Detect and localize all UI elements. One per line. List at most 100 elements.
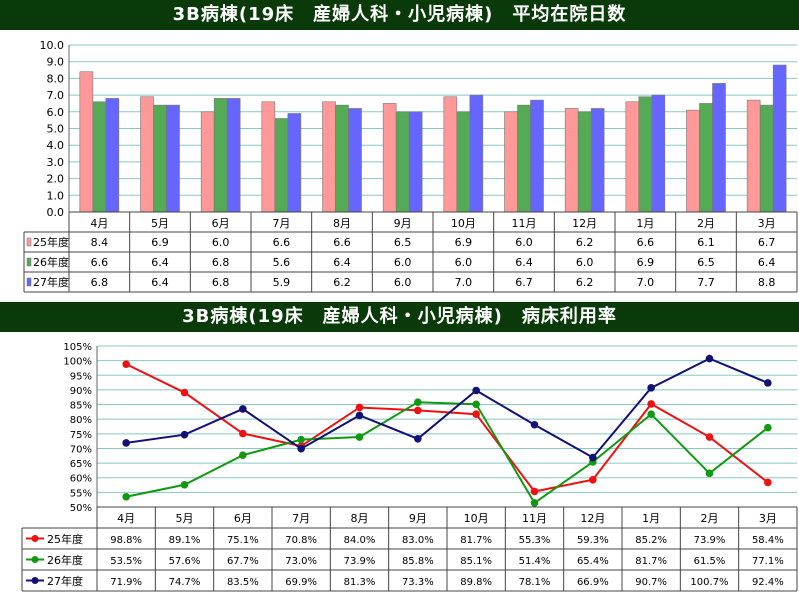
- data-label: 6.9: [637, 256, 655, 269]
- data-label: 7.0: [637, 276, 655, 289]
- data-label: 5.6: [273, 256, 291, 269]
- data-label: 6.4: [151, 276, 169, 289]
- x-tick-label: 8月: [351, 512, 369, 525]
- data-label: 66.9%: [577, 577, 609, 588]
- data-label: 65.4%: [577, 556, 609, 567]
- x-tick-label: 7月: [292, 512, 310, 525]
- data-label: 6.1: [697, 236, 715, 249]
- legend-entry: 26年度: [33, 255, 69, 269]
- data-label: 6.5: [394, 236, 412, 249]
- y-tick-label: 65%: [70, 459, 92, 470]
- bar: [590, 108, 605, 213]
- x-tick-label: 1月: [636, 217, 654, 230]
- x-tick-label: 6月: [212, 217, 230, 230]
- bar: [79, 71, 94, 213]
- data-label: 100.7%: [690, 577, 728, 588]
- data-label: 57.6%: [169, 556, 201, 567]
- y-tick-label: 85%: [70, 401, 92, 412]
- bar: [261, 101, 276, 213]
- data-label: 98.8%: [110, 535, 142, 546]
- x-tick-label: 4月: [117, 512, 135, 525]
- data-label: 6.8: [212, 276, 230, 289]
- data-point: [414, 398, 422, 407]
- data-label: 8.4: [91, 236, 109, 249]
- bar: [530, 99, 544, 213]
- data-label: 6.8: [212, 256, 230, 269]
- data-label: 6.7: [758, 236, 776, 249]
- data-point: [764, 423, 772, 432]
- y-tick-label: 70%: [70, 444, 92, 455]
- bar: [746, 99, 761, 213]
- y-tick-label: 100%: [63, 357, 92, 368]
- bar: [443, 96, 458, 213]
- x-tick-label: 9月: [409, 512, 427, 525]
- data-label: 6.0: [212, 236, 230, 249]
- data-label: 6.5: [697, 256, 715, 269]
- data-label: 70.8%: [285, 535, 317, 546]
- bar: [638, 96, 653, 213]
- data-label: 6.6: [91, 256, 109, 269]
- data-point: [355, 411, 364, 420]
- y-tick-label: 7.0: [47, 89, 65, 102]
- bar: [140, 96, 154, 213]
- legend-entry: 25年度: [33, 235, 69, 249]
- average-stay-chart: 0.0 1.0 2.0 3.0 4.0 5.0 6.0 7.0 8.0 9.0 10.0 4月 5月 6月…: [23, 39, 798, 293]
- y-tick-label: 90%: [70, 386, 92, 397]
- y-tick-label: 6.0: [47, 106, 65, 119]
- y-tick-label: 2.0: [47, 173, 65, 186]
- data-label: 6.2: [576, 276, 594, 289]
- data-point: [705, 469, 714, 478]
- bar: [213, 98, 228, 213]
- data-point: [530, 499, 539, 507]
- x-tick-label: 3月: [758, 217, 776, 230]
- x-tick-label: 5月: [151, 217, 169, 230]
- data-point: [764, 379, 772, 387]
- data-point: [472, 410, 480, 419]
- data-label: 85.8%: [402, 556, 434, 567]
- bar: [699, 103, 713, 213]
- bar: [153, 104, 167, 213]
- data-point: [239, 429, 247, 438]
- data-label: 83.0%: [402, 535, 434, 546]
- legend-marker: [31, 556, 39, 563]
- series-line: [125, 401, 769, 505]
- y-tick-label: 9.0: [47, 56, 65, 69]
- x-tick-label: 4月: [90, 217, 108, 230]
- series-line: [126, 357, 769, 459]
- x-tick-label: 9月: [394, 217, 412, 230]
- data-point: [355, 433, 364, 441]
- bar: [564, 108, 579, 213]
- bar: [686, 109, 700, 213]
- y-tick-label: 60%: [70, 474, 92, 485]
- x-tick-label: 11月: [512, 217, 537, 230]
- data-label: 75.1%: [227, 535, 259, 546]
- x-tick-label: 7月: [272, 217, 290, 230]
- data-point: [122, 360, 130, 368]
- data-label: 6.7: [515, 276, 533, 289]
- data-label: 89.1%: [169, 535, 201, 546]
- bar: [625, 101, 640, 213]
- legend-swatch: [26, 237, 32, 247]
- data-label: 6.0: [515, 236, 533, 249]
- data-label: 90.7%: [635, 577, 667, 588]
- data-label: 7.7: [697, 276, 715, 289]
- y-tick-label: 50%: [70, 503, 92, 514]
- data-point: [297, 444, 305, 453]
- data-point: [414, 406, 422, 415]
- bar: [335, 104, 349, 213]
- bar: [577, 111, 592, 213]
- x-tick-label: 2月: [697, 217, 715, 230]
- data-label: 77.1%: [752, 556, 784, 567]
- x-tick-label: 1月: [642, 512, 660, 525]
- y-tick-label: 75%: [70, 430, 92, 441]
- y-tick-label: 10.0: [40, 39, 65, 52]
- data-label: 78.1%: [519, 577, 551, 588]
- legend-swatch: [26, 257, 32, 267]
- data-point: [472, 400, 480, 409]
- data-label: 67.7%: [227, 556, 259, 567]
- data-label: 55.3%: [519, 535, 551, 546]
- data-point: [180, 388, 189, 397]
- data-label: 59.3%: [577, 535, 609, 546]
- data-label: 85.1%: [460, 556, 492, 567]
- legend-entry: 25年度: [47, 532, 83, 546]
